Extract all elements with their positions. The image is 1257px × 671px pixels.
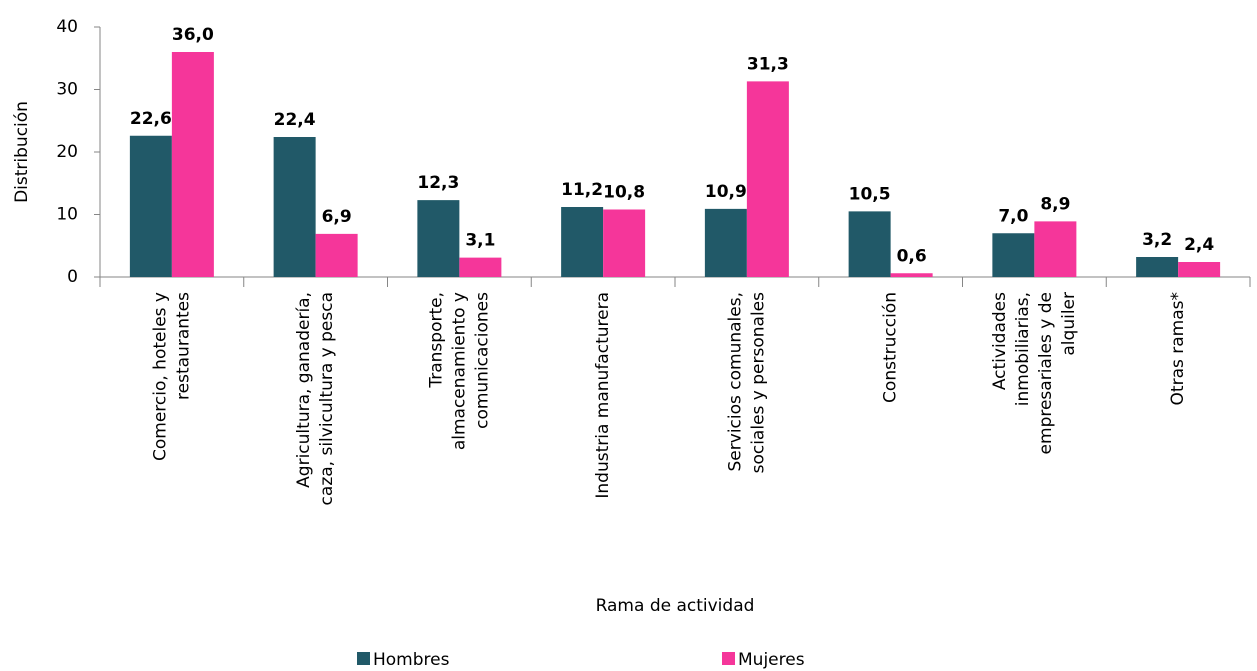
bar bbox=[273, 137, 316, 277]
value-label: 12,3 bbox=[417, 173, 459, 193]
bar bbox=[704, 208, 747, 277]
bar bbox=[417, 200, 460, 277]
legend-label: Hombres bbox=[373, 650, 450, 670]
y-axis-title: Distribución bbox=[12, 101, 32, 203]
bar bbox=[459, 257, 502, 277]
legend-label: Mujeres bbox=[738, 650, 805, 670]
value-label: 3,1 bbox=[465, 231, 495, 251]
bar bbox=[992, 233, 1035, 277]
x-tick-label: Agricultura, ganadería, caza, silvicultur… bbox=[294, 292, 337, 505]
bar bbox=[1136, 257, 1179, 277]
x-tick-label: Comercio, hoteles y restaurantes bbox=[150, 292, 193, 461]
x-tick-label: Transporte, almacenamiento y comunicacione… bbox=[426, 292, 492, 450]
value-label: 3,2 bbox=[1142, 230, 1172, 250]
bar bbox=[1178, 262, 1221, 277]
value-label: 6,9 bbox=[322, 207, 352, 227]
value-label: 2,4 bbox=[1184, 235, 1214, 255]
bar bbox=[746, 81, 789, 277]
y-tick-label: 20 bbox=[56, 142, 78, 162]
bar bbox=[1034, 221, 1077, 277]
y-tick-label: 40 bbox=[56, 17, 78, 37]
legend-swatch bbox=[357, 652, 370, 665]
x-tick-label: Otras ramas* bbox=[1168, 292, 1188, 405]
bar bbox=[171, 52, 214, 277]
value-label: 8,9 bbox=[1040, 194, 1070, 214]
bar bbox=[561, 207, 604, 277]
value-label: 10,8 bbox=[603, 183, 645, 203]
value-label: 22,4 bbox=[274, 110, 316, 130]
bar bbox=[890, 273, 933, 277]
value-label: 10,9 bbox=[705, 182, 747, 202]
value-label: 0,6 bbox=[897, 246, 927, 266]
x-tick-label: Servicios comunales, sociales y personale… bbox=[725, 292, 768, 474]
value-label: 31,3 bbox=[747, 54, 789, 74]
x-tick-label: Actividades inmobiliarias, empresariales y… bbox=[990, 292, 1079, 455]
value-label: 10,5 bbox=[849, 184, 891, 204]
value-label: 11,2 bbox=[561, 180, 603, 200]
bar bbox=[603, 209, 646, 277]
legend-swatch bbox=[722, 652, 735, 665]
bar bbox=[129, 135, 172, 277]
x-tick-label: Industria manufacturera bbox=[593, 292, 613, 499]
bar bbox=[315, 233, 358, 277]
x-axis-title: Rama de actividad bbox=[596, 596, 755, 616]
bar bbox=[848, 211, 891, 277]
x-tick-label: Construcción bbox=[881, 292, 901, 403]
value-label: 7,0 bbox=[998, 206, 1028, 226]
y-tick-label: 10 bbox=[56, 205, 78, 225]
y-tick-label: 30 bbox=[56, 80, 78, 100]
value-label: 36,0 bbox=[172, 25, 214, 45]
value-label: 22,6 bbox=[130, 109, 172, 129]
y-tick-label: 0 bbox=[67, 267, 78, 287]
